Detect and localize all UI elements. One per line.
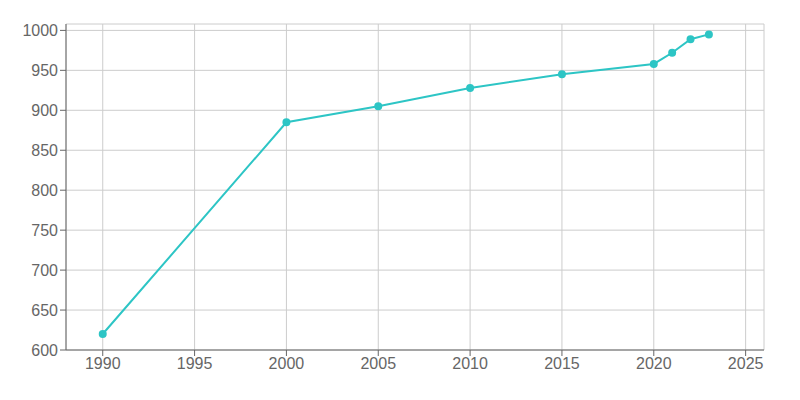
svg-text:750: 750 [31,222,58,239]
svg-text:1000: 1000 [22,22,58,39]
svg-text:850: 850 [31,142,58,159]
svg-text:700: 700 [31,262,58,279]
svg-text:950: 950 [31,62,58,79]
svg-text:2015: 2015 [544,355,580,372]
svg-text:800: 800 [31,182,58,199]
svg-text:1990: 1990 [85,355,121,372]
svg-text:900: 900 [31,102,58,119]
svg-text:600: 600 [31,342,58,359]
svg-text:2025: 2025 [728,355,764,372]
svg-text:2005: 2005 [360,355,396,372]
svg-text:650: 650 [31,302,58,319]
svg-text:2000: 2000 [269,355,305,372]
svg-text:2010: 2010 [452,355,488,372]
svg-text:2020: 2020 [636,355,672,372]
svg-text:1995: 1995 [177,355,213,372]
